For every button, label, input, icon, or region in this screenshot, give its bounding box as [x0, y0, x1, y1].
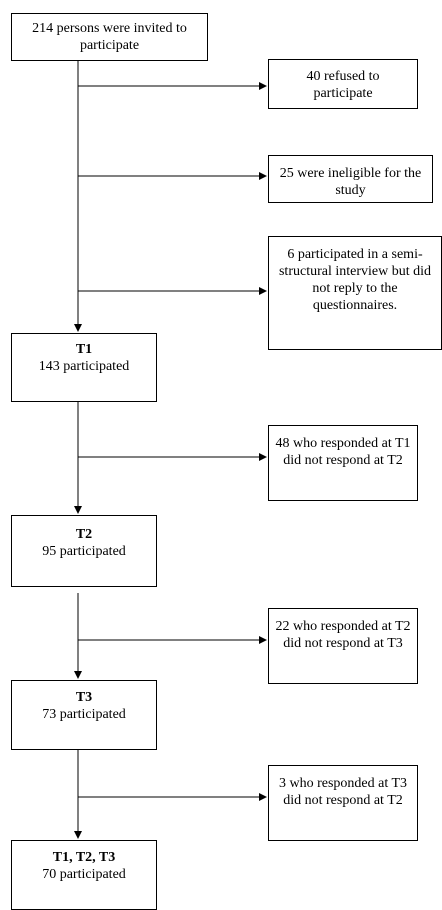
final-text: 70 participated	[42, 867, 126, 882]
t2-dropout-box: 22 who responded at T2 did not respond a…	[268, 608, 418, 684]
ineligible-text: 25 were ineligible for the study	[279, 166, 422, 198]
ineligible-box: 25 were ineligible for the study	[268, 155, 433, 203]
t1-text: 143 participated	[38, 359, 130, 374]
t1-dropout-box: 48 who responded at T1 did not respond a…	[268, 425, 418, 501]
t3-dropout-box: 3 who responded at T3 did not respond at…	[268, 765, 418, 841]
t2-box: T2 95 participated	[11, 515, 157, 587]
interview-only-box: 6 participated in a semi-structural inte…	[268, 236, 442, 350]
t2-dropout-text: 22 who responded at T2 did not respond a…	[275, 619, 411, 651]
final-box: T1, T2, T3 70 participated	[11, 840, 157, 910]
final-label: T1, T2, T3	[52, 850, 116, 865]
t3-box: T3 73 participated	[11, 680, 157, 750]
interview-only-text: 6 participated in a semi-structural inte…	[278, 247, 432, 313]
t2-label: T2	[75, 527, 93, 542]
refused-text: 40 refused to participate	[306, 69, 380, 101]
t3-dropout-text: 3 who responded at T3 did not respond at…	[278, 776, 408, 808]
t1-box: T1 143 participated	[11, 333, 157, 402]
t3-label: T3	[75, 690, 93, 705]
t2-text: 95 participated	[42, 544, 126, 559]
start-box: 214 persons were invited to participate	[11, 13, 208, 61]
t3-text: 73 participated	[42, 707, 126, 722]
t1-label: T1	[75, 342, 93, 357]
t1-dropout-text: 48 who responded at T1 did not respond a…	[275, 436, 411, 468]
start-text: 214 persons were invited to participate	[32, 21, 187, 53]
refused-box: 40 refused to participate	[268, 59, 418, 109]
